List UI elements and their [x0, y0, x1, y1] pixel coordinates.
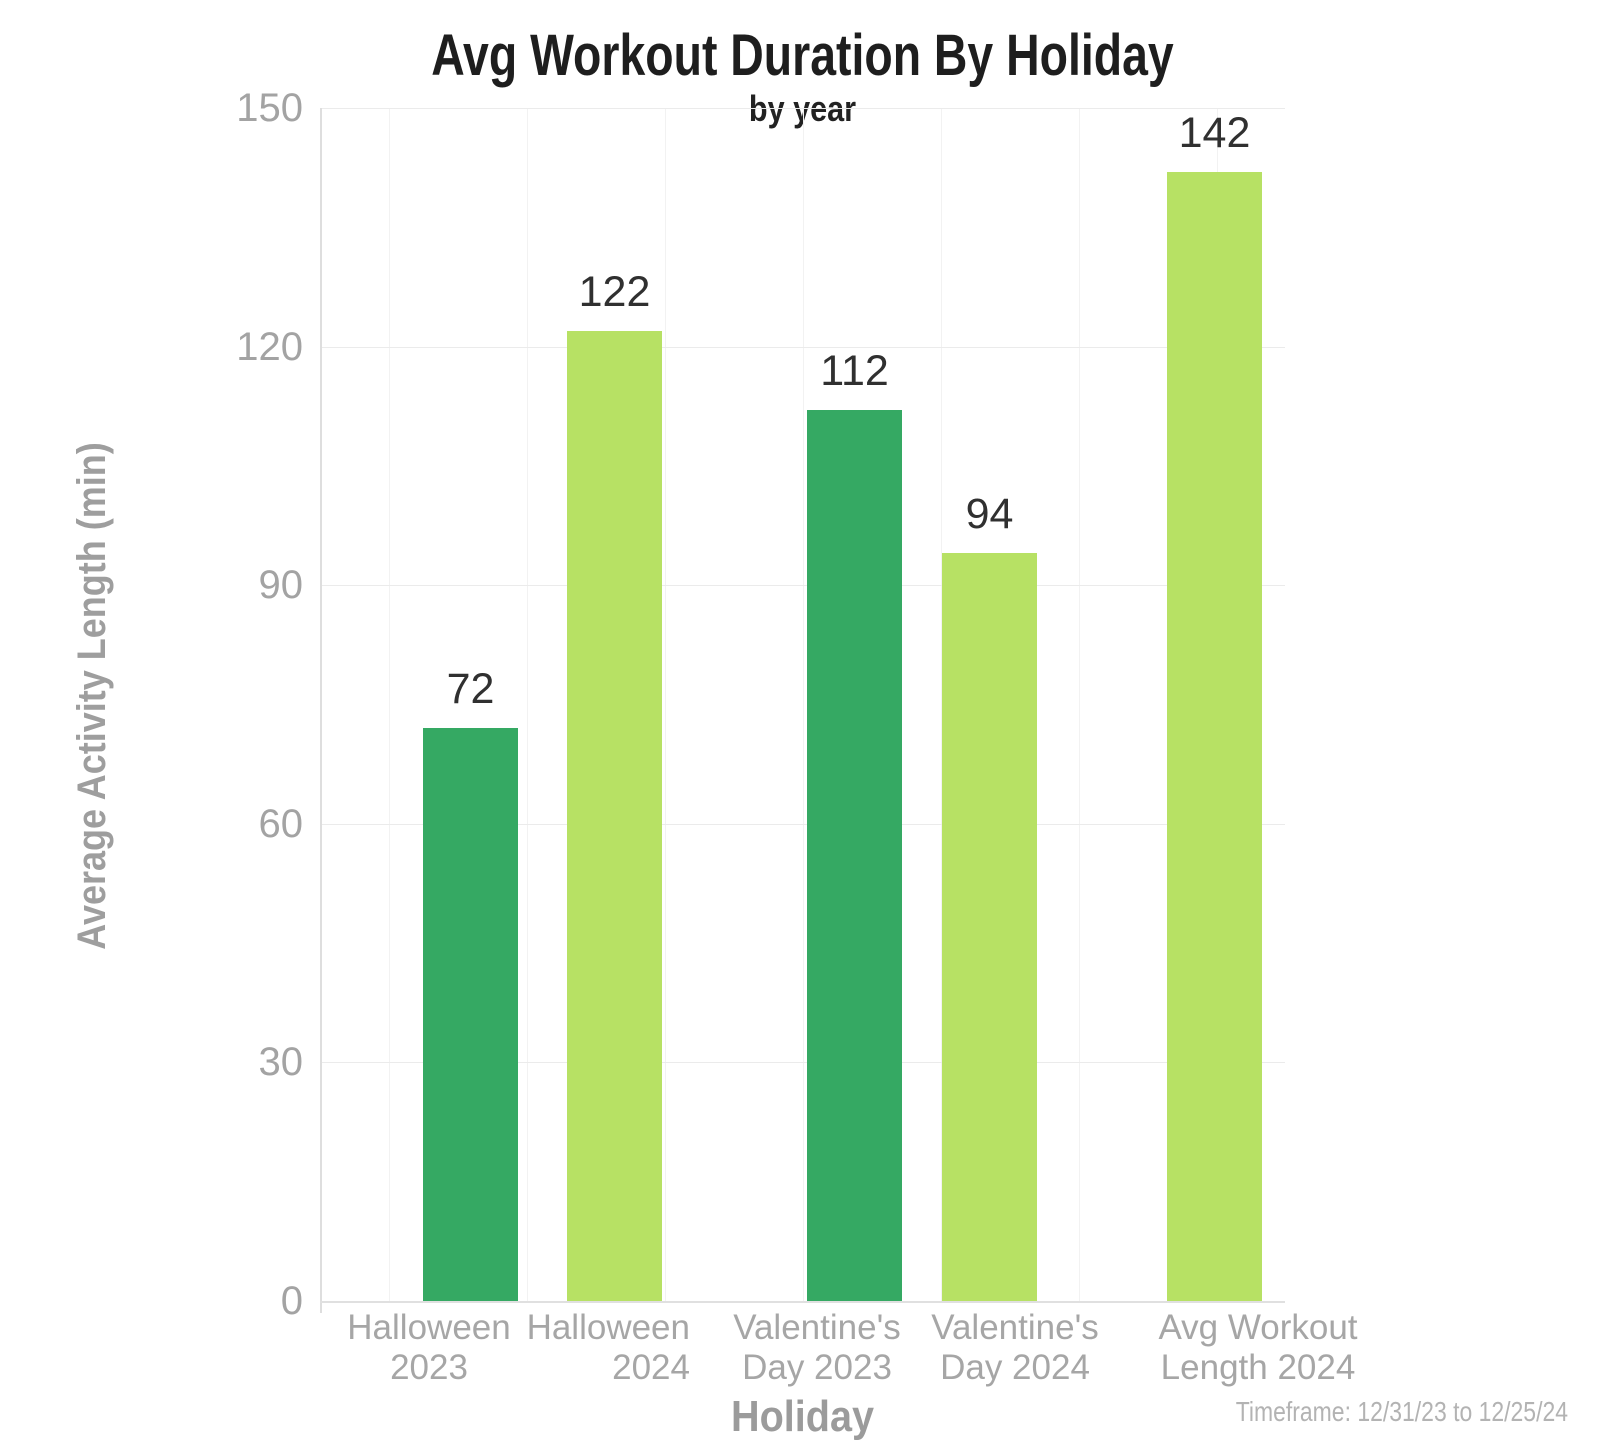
- bar-halloween-2023: [423, 728, 518, 1301]
- x-tick-label-line: Valentine's: [733, 1308, 901, 1347]
- x-tick-label-line: Valentine's: [931, 1308, 1099, 1347]
- y-tick-label: 90: [258, 563, 304, 607]
- gridline-horizontal: [320, 108, 1285, 109]
- x-axis-title: Holiday: [730, 1392, 875, 1441]
- y-tick-label: 150: [236, 86, 303, 130]
- bar-valentine-s-day-2023: [807, 410, 902, 1301]
- x-tick-label-line: Avg Workout: [1158, 1308, 1358, 1347]
- x-tick-label-line: Day 2023: [742, 1348, 892, 1387]
- y-tick-label: 120: [236, 325, 303, 369]
- x-tick-label-line: Length 2024: [1160, 1348, 1356, 1387]
- x-tick-label-line: Day 2024: [940, 1348, 1090, 1387]
- gridline-horizontal: [320, 824, 1285, 825]
- gridline-horizontal: [320, 1062, 1285, 1063]
- bar-value-label: 112: [820, 347, 889, 395]
- y-tick-label: 60: [258, 802, 304, 846]
- x-tick-label-line: 2023: [390, 1348, 468, 1387]
- chart-title: Avg Workout Duration By Holiday: [431, 23, 1174, 88]
- y-axis-line: [320, 108, 322, 1313]
- gridline-horizontal: [320, 347, 1285, 348]
- bar-valentine-s-day-2024: [942, 553, 1037, 1301]
- x-tick-label-line: Halloween: [347, 1308, 511, 1347]
- x-tick-label: Halloween 2024: [410, 1308, 690, 1388]
- x-tick-label: Halloween 2023: [289, 1308, 569, 1388]
- gridline-vertical: [389, 108, 390, 1301]
- bar-value-label: 142: [1178, 109, 1251, 157]
- bar-value-label: 122: [578, 268, 651, 316]
- gridline-vertical: [941, 108, 942, 1301]
- bar-value-label: 94: [965, 490, 1014, 538]
- x-tick-label-line: Halloween: [526, 1308, 690, 1347]
- x-axis-line: [320, 1301, 1285, 1303]
- gridline-horizontal: [320, 585, 1285, 586]
- x-tick-label-line: 2024: [612, 1348, 690, 1387]
- y-tick-label: 30: [258, 1040, 304, 1084]
- gridline-vertical: [665, 108, 666, 1301]
- gridline-vertical: [1079, 108, 1080, 1301]
- bar-halloween-2024: [567, 331, 662, 1301]
- x-tick-label: Avg Workout Length 2024: [1118, 1308, 1398, 1388]
- x-tick-label: Valentine's Day 2023: [677, 1308, 957, 1388]
- timeframe-note: Timeframe: 12/31/23 to 12/25/24: [1235, 1396, 1568, 1427]
- bar-avg-workout-length-2024: [1167, 172, 1262, 1301]
- y-tick-label: 0: [280, 1279, 303, 1323]
- bar-value-label: 72: [446, 665, 495, 713]
- gridline-vertical: [803, 108, 804, 1301]
- x-tick-label: Valentine's Day 2024: [875, 1308, 1155, 1388]
- y-axis-title: Average Activity Length (min): [70, 442, 114, 950]
- gridline-vertical: [527, 108, 528, 1301]
